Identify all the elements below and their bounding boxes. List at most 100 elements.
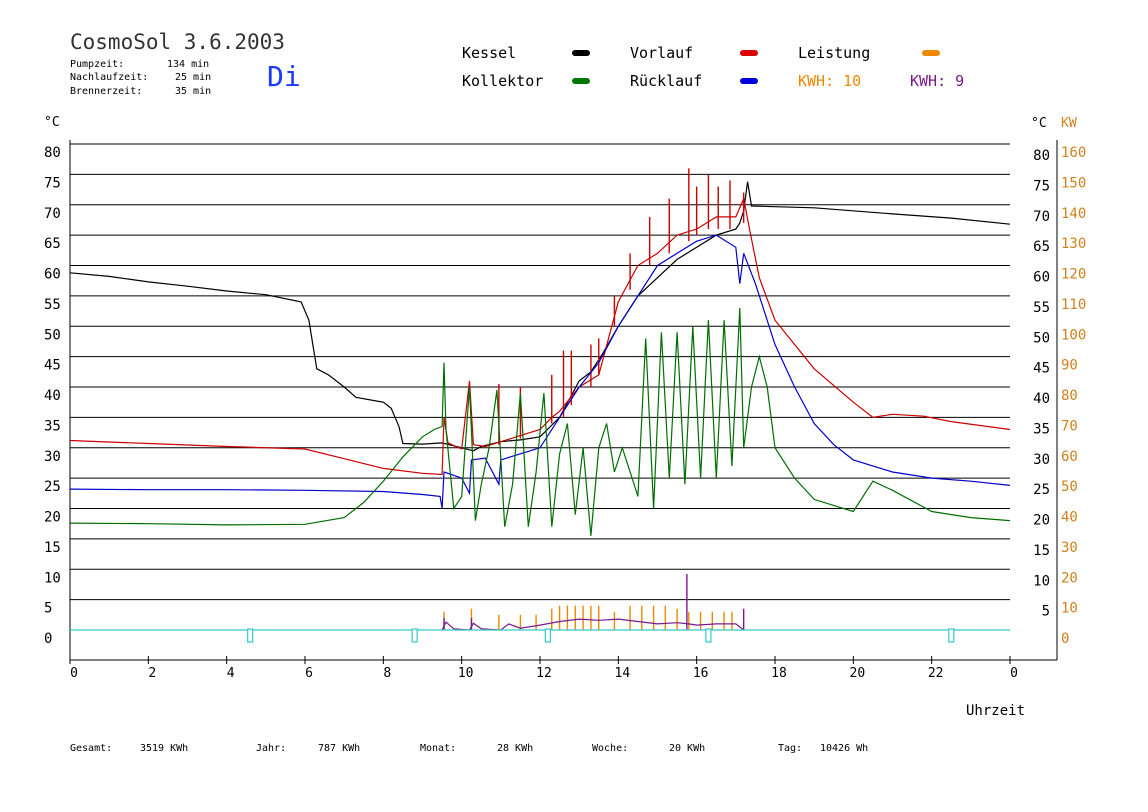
x-tick-label: 0 bbox=[70, 666, 78, 681]
y-right-tick-label: 35 bbox=[1033, 421, 1050, 437]
y-left-tick-label: 40 bbox=[44, 388, 61, 404]
legend-kollektor-swatch bbox=[572, 78, 590, 84]
y-right-tick-label: 60 bbox=[1033, 270, 1050, 286]
x-axis-label: Uhrzeit bbox=[966, 703, 1025, 719]
footer-monat-value: 28 KWh bbox=[497, 743, 534, 754]
series-ruecklauf bbox=[69, 234, 1011, 509]
y-kw-tick-label: 50 bbox=[1061, 479, 1078, 495]
y-kw-tick-label: 160 bbox=[1061, 145, 1086, 161]
y-left-tick-label: 35 bbox=[44, 418, 61, 434]
info-brennerzeit-value: 35 min bbox=[175, 86, 212, 97]
legend-leistung: Leistung bbox=[798, 44, 871, 62]
y-left-tick-label: 15 bbox=[44, 540, 61, 556]
y-right-tick-label: 20 bbox=[1033, 513, 1050, 529]
y-right-unit: °C bbox=[1031, 116, 1047, 131]
y-kw-tick-label: 120 bbox=[1061, 267, 1086, 283]
footer-monat-label: Monat: bbox=[420, 743, 457, 754]
y-kw-tick-label: 70 bbox=[1061, 418, 1078, 434]
series-kollektor bbox=[69, 307, 1011, 536]
legend-kessel: Kessel bbox=[462, 44, 517, 62]
y-left-tick-label: 5 bbox=[44, 601, 52, 617]
legend-ruecklauf: Rücklauf bbox=[630, 72, 703, 90]
x-tick-label: 18 bbox=[771, 666, 787, 681]
y-kw-tick-label: 130 bbox=[1061, 236, 1086, 252]
y-left-tick-label: 10 bbox=[44, 570, 61, 586]
y-kw-tick-label: 80 bbox=[1061, 388, 1078, 404]
y-right-tick-label: 70 bbox=[1033, 209, 1050, 225]
y-right-tick-label: 30 bbox=[1033, 452, 1050, 468]
y-right-tick-label: 40 bbox=[1033, 391, 1050, 407]
y-right-tick-label: 45 bbox=[1033, 361, 1050, 377]
legend-kwh-orange: KWH: 10 bbox=[798, 72, 862, 90]
y-left-tick-label: 60 bbox=[44, 267, 61, 283]
x-tick-label: 2 bbox=[148, 666, 156, 681]
y-kw-tick-label: 0 bbox=[1061, 631, 1069, 647]
legend-kessel-swatch bbox=[572, 50, 590, 56]
legend-kollektor: Kollektor bbox=[462, 72, 544, 90]
y-right-tick-label: 75 bbox=[1033, 178, 1050, 194]
footer-woche-value: 20 KWh bbox=[669, 743, 706, 754]
x-tick-label: 10 bbox=[458, 666, 474, 681]
y-left-tick-label: 65 bbox=[44, 236, 61, 252]
x-tick-label: 14 bbox=[615, 666, 631, 681]
chart-title: CosmoSol 3.6.2003 bbox=[70, 30, 285, 54]
y-left-unit: °C bbox=[44, 115, 60, 130]
footer-gesamt-label: Gesamt: bbox=[70, 743, 113, 754]
y-left-tick-label: 45 bbox=[44, 358, 61, 374]
x-tick-label: 4 bbox=[227, 666, 235, 681]
series-kwh_purple bbox=[441, 618, 745, 631]
pump-marker bbox=[705, 628, 712, 643]
info-nachlaufzeit-value: 25 min bbox=[175, 72, 212, 83]
x-tick-label: 20 bbox=[850, 666, 866, 681]
y-left-tick-label: 0 bbox=[44, 631, 52, 647]
y-left-tick-label: 55 bbox=[44, 297, 61, 313]
footer-jahr-label: Jahr: bbox=[256, 743, 287, 754]
weekday-label: Di bbox=[267, 60, 301, 93]
footer-tag-value: 10426 Wh bbox=[820, 743, 869, 754]
info-pumpzeit-value: 134 min bbox=[167, 59, 210, 70]
footer-tag-label: Tag: bbox=[778, 743, 803, 754]
y-right-tick-label: 25 bbox=[1033, 482, 1050, 498]
info-brennerzeit-label: Brennerzeit: bbox=[70, 86, 143, 97]
y-kw-tick-label: 90 bbox=[1061, 358, 1078, 374]
x-tick-label: 8 bbox=[383, 666, 391, 681]
y-right-tick-label: 10 bbox=[1033, 573, 1050, 589]
y-left-tick-label: 50 bbox=[44, 327, 61, 343]
legend-ruecklauf-swatch bbox=[740, 78, 758, 84]
legend-kwh-purple: KWH: 9 bbox=[910, 72, 965, 90]
y-kw-tick-label: 140 bbox=[1061, 206, 1086, 222]
y-left-tick-label: 80 bbox=[44, 145, 61, 161]
y-right-tick-label: 5 bbox=[1042, 604, 1050, 620]
y-right-tick-label: 55 bbox=[1033, 300, 1050, 316]
y-right-tick-label: 50 bbox=[1033, 330, 1050, 346]
legend-vorlauf: Vorlauf bbox=[630, 44, 694, 62]
pump-marker bbox=[948, 628, 955, 643]
series-kessel bbox=[69, 181, 1011, 452]
y-kw-unit: KW bbox=[1061, 116, 1077, 131]
footer-woche-label: Woche: bbox=[592, 743, 629, 754]
y-kw-tick-label: 10 bbox=[1061, 601, 1078, 617]
x-tick-label: 12 bbox=[536, 666, 552, 681]
footer-jahr-value: 787 KWh bbox=[318, 743, 361, 754]
info-pumpzeit-label: Pumpzeit: bbox=[70, 59, 125, 70]
y-right-tick-label: 65 bbox=[1033, 239, 1050, 255]
y-kw-tick-label: 60 bbox=[1061, 449, 1078, 465]
y-left-tick-label: 30 bbox=[44, 449, 61, 465]
y-kw-tick-label: 100 bbox=[1061, 327, 1086, 343]
pump-marker bbox=[544, 628, 551, 643]
y-kw-tick-label: 110 bbox=[1061, 297, 1086, 313]
y-left-tick-label: 75 bbox=[44, 175, 61, 191]
info-nachlaufzeit-label: Nachlaufzeit: bbox=[70, 72, 149, 83]
legend-vorlauf-swatch bbox=[740, 50, 758, 56]
footer-gesamt-value: 3519 KWh bbox=[140, 743, 189, 754]
y-right-tick-label: 80 bbox=[1033, 148, 1050, 164]
y-left-tick-label: 20 bbox=[44, 510, 61, 526]
x-tick-label: 0 bbox=[1010, 666, 1018, 681]
x-tick-label: 22 bbox=[928, 666, 944, 681]
y-right-tick-label: 15 bbox=[1033, 543, 1050, 559]
x-tick-label: 16 bbox=[693, 666, 709, 681]
x-tick-label: 6 bbox=[305, 666, 313, 681]
y-kw-tick-label: 30 bbox=[1061, 540, 1078, 556]
y-kw-tick-label: 40 bbox=[1061, 510, 1078, 526]
